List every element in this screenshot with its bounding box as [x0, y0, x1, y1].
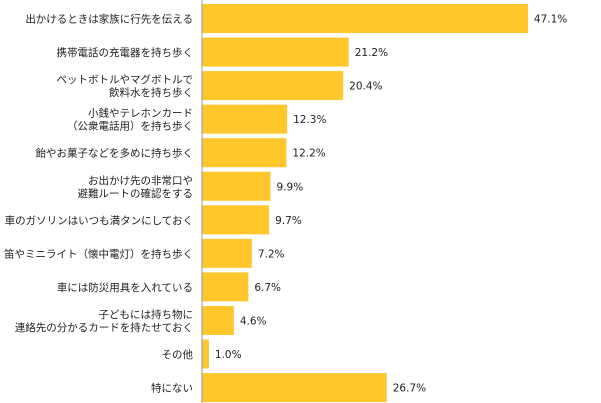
- category-labels: 出かけるときは家族に行先を伝える携帯電話の充電器を持ち歩くペットボトルやマグボト…: [4, 13, 193, 395]
- value-label-8: 6.7%: [254, 282, 281, 294]
- value-label-3: 12.3%: [293, 114, 326, 126]
- bar-7: [202, 238, 252, 268]
- bar-4: [202, 138, 287, 168]
- category-label-10: その他: [162, 348, 194, 361]
- category-label-0: 出かけるときは家族に行先を伝える: [25, 13, 193, 26]
- bar-5: [202, 171, 271, 201]
- value-labels: 47.1% 21.2% 20.4% 12.3% 12.2% 9.9% 9.7% 7.2% 6.7…: [215, 14, 567, 395]
- value-label-10: 1.0%: [215, 349, 242, 361]
- category-label-9: 子どもには持ち物に連絡先の分かるカードを持たせておく: [15, 308, 193, 334]
- value-label-6: 9.7%: [275, 215, 302, 227]
- category-label-11: 特にない: [151, 383, 193, 395]
- category-label-7: 笛やミニライト（懐中電灯）を持ち歩く: [4, 247, 193, 260]
- category-label-8: 車には防災用具を入れている: [57, 281, 193, 294]
- value-label-11: 26.7%: [393, 383, 426, 395]
- value-label-2: 20.4%: [349, 81, 382, 93]
- bar-11: [202, 373, 387, 403]
- bar-2: [202, 71, 344, 101]
- category-label-4: 飴やお菓子などを多めに持ち歩く: [36, 147, 194, 160]
- value-label-5: 9.9%: [277, 181, 304, 193]
- value-label-1: 21.2%: [355, 47, 388, 59]
- bar-1: [202, 37, 349, 67]
- category-label-1: 携帯電話の充電器を持ち歩く: [57, 46, 194, 59]
- category-label-6: 車のガソリンはいつも満タンにしておく: [5, 214, 193, 227]
- bar-6: [202, 205, 270, 235]
- bar-9: [202, 305, 234, 335]
- bar-0: [202, 4, 528, 33]
- bars-layer: [202, 4, 528, 403]
- bar-8: [202, 272, 249, 302]
- bar-10: [202, 339, 209, 369]
- value-label-9: 4.6%: [240, 315, 267, 327]
- bar-3: [202, 104, 288, 134]
- value-label-0: 47.1%: [534, 14, 567, 26]
- category-label-3: 小銭やテレホンカード（公衆電話用）を持ち歩く: [67, 107, 193, 133]
- value-label-4: 12.2%: [292, 148, 325, 160]
- category-label-2: ペットボトルやマグボトルで飲料水を持ち歩く: [57, 73, 194, 99]
- value-label-7: 7.2%: [258, 248, 285, 260]
- category-label-5: お出かけ先の非常口や避難ルートの確認をする: [78, 174, 194, 200]
